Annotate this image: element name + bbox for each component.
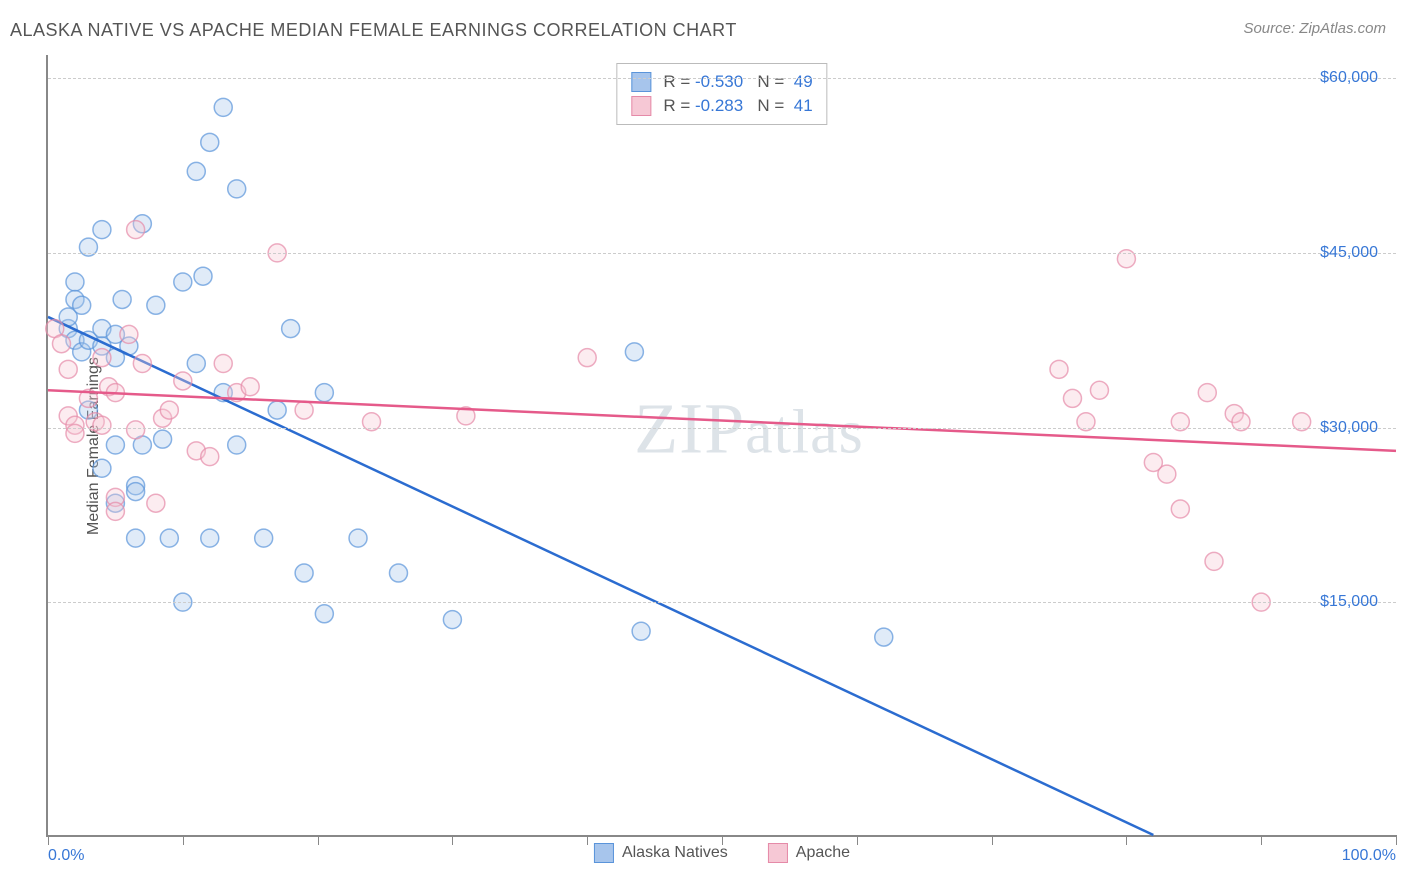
gridline-h: [48, 78, 1396, 79]
scatter-point: [93, 221, 111, 239]
scatter-point: [147, 296, 165, 314]
correlation-row: R = -0.530 N = 49: [631, 70, 812, 94]
scatter-point: [268, 401, 286, 419]
scatter-point: [194, 267, 212, 285]
scatter-point: [625, 343, 643, 361]
x-tick: [452, 835, 453, 845]
scatter-point: [349, 529, 367, 547]
legend-swatch: [631, 96, 651, 116]
legend-item: Apache: [768, 843, 850, 863]
scatter-point: [201, 448, 219, 466]
scatter-point: [174, 372, 192, 390]
scatter-point: [106, 436, 124, 454]
scatter-point: [187, 355, 205, 373]
scatter-point: [255, 529, 273, 547]
correlation-row: R = -0.283 N = 41: [631, 94, 812, 118]
y-tick-label: $45,000: [1320, 244, 1378, 262]
scatter-point: [214, 355, 232, 373]
scatter-point: [93, 416, 111, 434]
legend-swatch: [594, 843, 614, 863]
scatter-point: [160, 401, 178, 419]
gridline-h: [48, 602, 1396, 603]
gridline-h: [48, 253, 1396, 254]
legend-label: Apache: [796, 844, 850, 862]
scatter-point: [127, 529, 145, 547]
scatter-point: [228, 436, 246, 454]
legend-item: Alaska Natives: [594, 843, 728, 863]
x-tick: [48, 835, 49, 845]
x-tick: [857, 835, 858, 845]
scatter-point: [1158, 465, 1176, 483]
scatter-point: [295, 564, 313, 582]
scatter-point: [443, 611, 461, 629]
scatter-point: [154, 430, 172, 448]
scatter-point: [1205, 552, 1223, 570]
scatter-point: [127, 221, 145, 239]
trend-line: [48, 390, 1396, 451]
x-tick: [722, 835, 723, 845]
scatter-point: [282, 320, 300, 338]
legend-swatch: [768, 843, 788, 863]
scatter-point: [1171, 500, 1189, 518]
legend-swatch: [631, 72, 651, 92]
x-tick: [183, 835, 184, 845]
y-tick-label: $15,000: [1320, 593, 1378, 611]
scatter-point: [228, 180, 246, 198]
correlation-text: R = -0.530 N = 49: [663, 72, 812, 92]
scatter-point: [315, 605, 333, 623]
scatter-point: [133, 355, 151, 373]
source-attribution: Source: ZipAtlas.com: [1243, 20, 1386, 37]
scatter-point: [187, 162, 205, 180]
x-tick: [992, 835, 993, 845]
scatter-point: [66, 273, 84, 291]
x-tick: [318, 835, 319, 845]
scatter-point: [106, 502, 124, 520]
x-tick: [587, 835, 588, 845]
scatter-point: [201, 529, 219, 547]
scatter-point: [1090, 381, 1108, 399]
scatter-point: [578, 349, 596, 367]
scatter-point: [201, 133, 219, 151]
x-tick: [1261, 835, 1262, 845]
scatter-point: [214, 98, 232, 116]
x-axis-label-right: 100.0%: [1342, 847, 1396, 865]
correlation-text: R = -0.283 N = 41: [663, 96, 812, 116]
scatter-point: [93, 349, 111, 367]
scatter-point: [127, 483, 145, 501]
scatter-point: [174, 273, 192, 291]
legend-label: Alaska Natives: [622, 844, 728, 862]
scatter-point: [113, 290, 131, 308]
scatter-point: [389, 564, 407, 582]
scatter-point: [875, 628, 893, 646]
scatter-point: [127, 421, 145, 439]
chart-title: ALASKA NATIVE VS APACHE MEDIAN FEMALE EA…: [10, 20, 737, 41]
scatter-plot-svg: [48, 55, 1396, 835]
y-tick-label: $60,000: [1320, 69, 1378, 87]
scatter-point: [241, 378, 259, 396]
scatter-point: [73, 296, 91, 314]
scatter-point: [52, 335, 70, 353]
correlation-legend-box: R = -0.530 N = 49 R = -0.283 N = 41: [616, 63, 827, 125]
scatter-point: [1050, 360, 1068, 378]
scatter-point: [147, 494, 165, 512]
gridline-h: [48, 428, 1396, 429]
x-axis-label-left: 0.0%: [48, 847, 84, 865]
scatter-point: [1063, 389, 1081, 407]
y-tick-label: $30,000: [1320, 419, 1378, 437]
trend-line: [48, 317, 1153, 835]
scatter-point: [120, 325, 138, 343]
scatter-point: [59, 360, 77, 378]
x-tick: [1396, 835, 1397, 845]
chart-plot-area: ZIPatlas R = -0.530 N = 49R = -0.283 N =…: [46, 55, 1396, 837]
scatter-point: [1198, 384, 1216, 402]
scatter-point: [160, 529, 178, 547]
scatter-point: [295, 401, 313, 419]
scatter-point: [632, 622, 650, 640]
scatter-point: [315, 384, 333, 402]
x-tick: [1126, 835, 1127, 845]
scatter-point: [93, 459, 111, 477]
legend-bottom: Alaska Natives Apache: [594, 843, 850, 863]
